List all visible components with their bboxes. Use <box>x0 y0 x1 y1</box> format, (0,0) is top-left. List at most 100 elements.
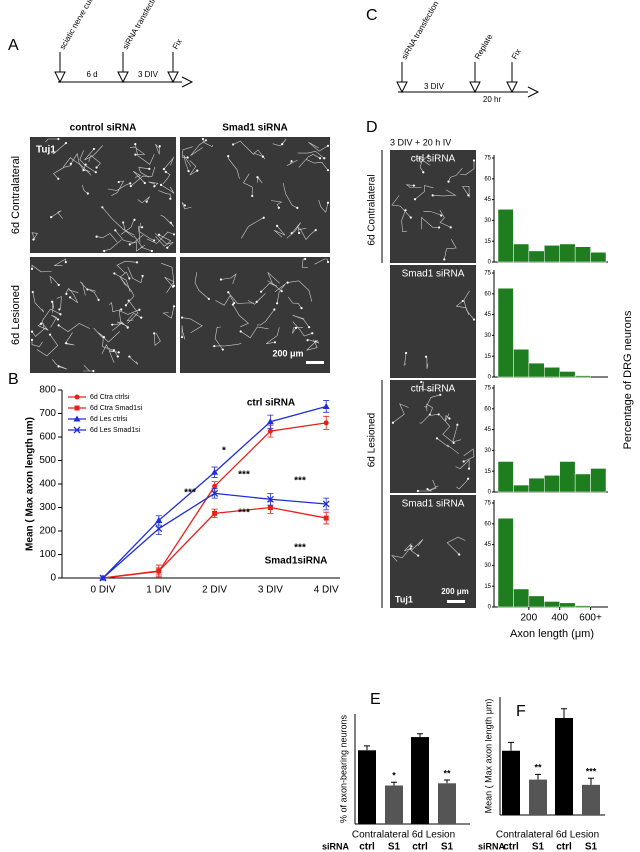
neurite <box>120 278 135 306</box>
soma <box>227 155 230 158</box>
neurite <box>421 216 440 230</box>
x-tick-label: ctrl <box>359 842 375 852</box>
soma <box>95 166 98 169</box>
neurite <box>155 143 160 155</box>
neurite <box>88 154 101 168</box>
bar <box>528 595 545 608</box>
soma <box>102 335 106 339</box>
soma <box>128 355 131 358</box>
annotation: *** <box>294 543 306 554</box>
group-label: 6d Contralateral <box>367 174 378 245</box>
soma <box>30 267 34 270</box>
soma <box>69 162 72 165</box>
soma <box>472 159 476 162</box>
soma <box>122 221 125 224</box>
neurite <box>227 292 254 305</box>
neurite <box>148 181 159 187</box>
y-tick-label: 0 <box>488 260 492 266</box>
soma <box>326 260 330 264</box>
soma <box>112 349 116 352</box>
neurite <box>417 479 437 492</box>
x-tick-label: 600+ <box>579 613 602 624</box>
soma <box>59 313 62 316</box>
marker <box>211 489 219 497</box>
neurite <box>463 290 475 320</box>
x-tick-label: 400 <box>551 613 568 624</box>
soma <box>117 180 120 184</box>
soma <box>166 246 169 249</box>
marker <box>267 505 273 510</box>
y-tick-label: 500 <box>39 455 56 466</box>
neurite <box>421 381 433 392</box>
soma <box>159 183 163 186</box>
x-tick-label: 200 <box>521 613 538 624</box>
neurite <box>102 207 134 238</box>
group-label: 6d Lesion <box>556 830 599 841</box>
neurite <box>64 332 75 346</box>
soma <box>101 206 104 209</box>
soma <box>172 233 176 236</box>
soma <box>275 224 279 227</box>
soma <box>148 167 151 170</box>
row-label: siRNA <box>322 841 350 851</box>
soma <box>467 467 471 470</box>
soma <box>141 274 144 278</box>
soma <box>116 355 119 358</box>
neurite <box>112 321 128 331</box>
soma <box>196 169 199 172</box>
timeline-arrowhead <box>506 81 518 94</box>
neurite <box>37 322 49 331</box>
soma <box>32 238 35 241</box>
soma <box>439 393 442 396</box>
timeline-event: siRNA transfection <box>400 0 441 61</box>
neurite <box>52 142 67 155</box>
soma <box>57 365 60 368</box>
neurite <box>274 283 286 304</box>
panel-label: A <box>8 37 19 54</box>
neurite <box>82 164 91 173</box>
soma <box>127 299 130 302</box>
soma <box>164 170 167 173</box>
bar <box>385 785 403 824</box>
soma <box>458 553 461 556</box>
y-tick-label: 100 <box>39 549 56 560</box>
neurite <box>232 140 255 156</box>
bar <box>529 779 547 815</box>
soma <box>128 243 131 246</box>
error-bar <box>391 781 397 786</box>
neurite <box>240 326 269 339</box>
marker <box>267 428 273 434</box>
neurite <box>83 364 94 372</box>
neurite <box>54 258 67 266</box>
soma <box>94 171 97 174</box>
neurite <box>287 280 313 302</box>
neurite <box>137 196 150 204</box>
soma <box>461 299 464 303</box>
soma <box>64 260 67 264</box>
neurite <box>158 190 171 199</box>
soma <box>138 308 141 311</box>
neurite <box>36 334 59 357</box>
soma <box>290 160 293 163</box>
soma <box>273 341 277 344</box>
soma <box>143 181 146 185</box>
marker <box>155 525 163 533</box>
soma <box>30 338 34 341</box>
marker <box>322 500 330 508</box>
error-bar <box>364 745 370 751</box>
bar <box>574 375 591 378</box>
soma <box>297 231 301 235</box>
neurite <box>426 403 433 415</box>
neurite <box>31 264 52 273</box>
soma <box>39 322 43 325</box>
soma <box>232 143 235 146</box>
annotation: ** <box>534 763 542 773</box>
neurite <box>463 448 475 462</box>
neurite <box>227 156 240 179</box>
neurite <box>220 273 237 284</box>
neurite <box>439 415 454 444</box>
soma <box>412 184 416 187</box>
soma <box>204 139 208 142</box>
y-tick-label: 0 <box>488 605 492 611</box>
soma <box>426 488 429 491</box>
